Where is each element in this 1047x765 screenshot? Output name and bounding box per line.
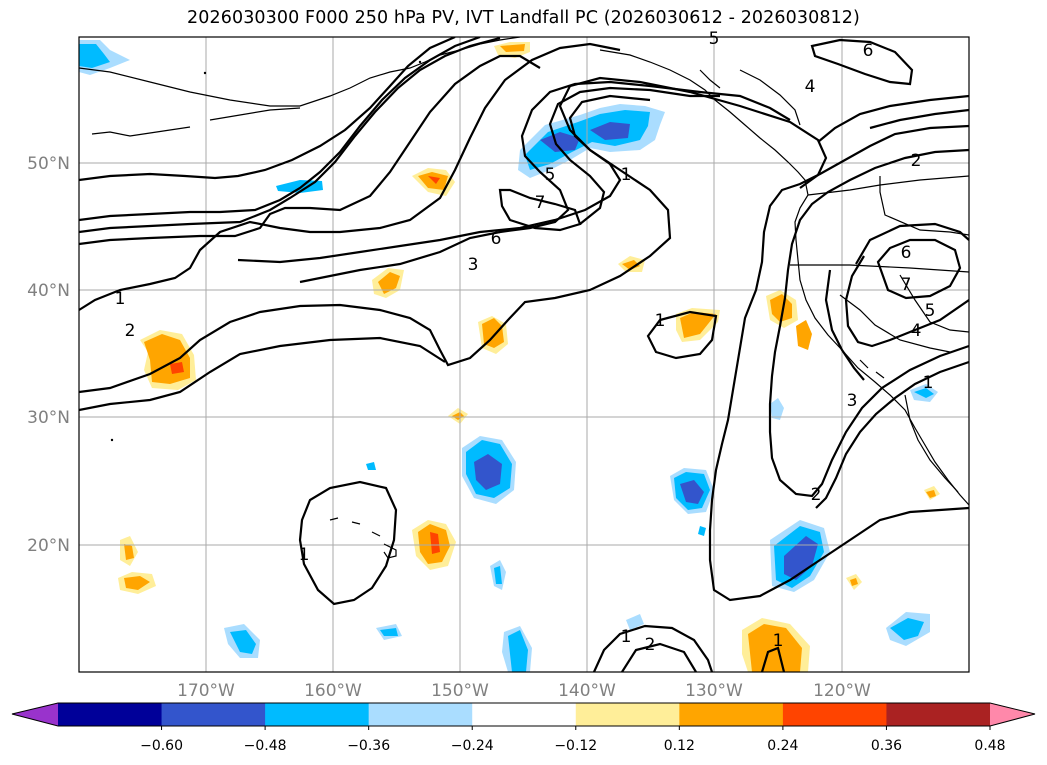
pv-blob-positive — [120, 536, 138, 566]
colorbar-tick-label: −0.24 — [451, 738, 494, 754]
contour-label: 6 — [491, 229, 502, 249]
contour-label: 4 — [805, 77, 816, 97]
lat-tick-label: 20°N — [27, 536, 70, 556]
colorbar-tick-label: −0.12 — [554, 738, 597, 754]
lon-tick-label: 170°W — [177, 681, 235, 701]
lat-axis-labels: 50°N 40°N 30°N 20°N — [27, 154, 70, 556]
pv-blob-positive — [372, 268, 404, 298]
colorbar-segment — [58, 703, 163, 726]
pv-blob-positive — [478, 316, 508, 354]
colorbar: −0.60 −0.48 −0.36 −0.24 −0.12 0.12 0.24 0.36 0.4… — [11, 702, 1036, 754]
pv-blob-negative — [79, 40, 130, 75]
pv-blob-positive — [924, 486, 940, 500]
lon-tick-label: 150°W — [431, 681, 489, 701]
contour-label: 1 — [299, 545, 310, 565]
contour-label: 5 — [709, 29, 720, 49]
contour-label: 1 — [115, 289, 126, 309]
contour-label: 1 — [621, 165, 632, 185]
colorbar-tick-label: −0.36 — [347, 738, 390, 754]
colorbar-segment — [575, 703, 680, 726]
contour-label: 7 — [901, 275, 912, 295]
contour-labels: 1 2 3 6 7 5 1 6 4 2 6 7 5 4 1 3 2 1 1 1 … — [115, 29, 936, 655]
lat-tick-label: 50°N — [27, 154, 70, 174]
pv-blob-negative — [366, 462, 376, 470]
colorbar-tick-label: 0.48 — [974, 738, 1005, 754]
colorbar-tick-label: 0.12 — [664, 738, 695, 754]
pv-blob-positive — [448, 408, 468, 424]
contour-label: 3 — [847, 391, 858, 411]
contour-label: 5 — [925, 301, 936, 321]
contour-label: 5 — [545, 165, 556, 185]
colorbar-segment — [472, 703, 577, 726]
lon-tick-label: 160°W — [304, 681, 362, 701]
colorbar-segment — [886, 703, 991, 726]
colorbar-extend-low — [12, 703, 58, 726]
pv-blob-negative — [770, 398, 784, 420]
pv-blob-negative — [490, 560, 506, 590]
pv-blob-positive — [618, 256, 645, 272]
lat-tick-label: 40°N — [27, 281, 70, 301]
pv-blob-negative — [462, 436, 516, 504]
contours — [79, 37, 969, 672]
map-title: 2026030300 F000 250 hPa PV, IVT Landfall… — [187, 8, 860, 28]
contour-label: 7 — [535, 193, 546, 213]
pv-blob-positive — [140, 330, 196, 390]
gridlines — [79, 37, 969, 672]
map-frame — [78, 36, 970, 673]
colorbar-tick-label: 0.36 — [871, 738, 902, 754]
lon-tick-label: 130°W — [685, 681, 743, 701]
lon-axis-labels: 170°W 160°W 150°W 140°W 130°W 120°W — [177, 681, 871, 701]
contour-label: 2 — [811, 485, 822, 505]
contour-label: 1 — [655, 311, 666, 331]
pv-blob-negative — [698, 526, 706, 536]
contour-label: 6 — [863, 41, 874, 61]
pv-blob-positive — [846, 574, 862, 590]
pv-blob-negative — [770, 520, 830, 592]
lat-tick-label: 30°N — [27, 408, 70, 428]
contour-label: 2 — [645, 635, 656, 655]
pv-blob-negative — [886, 612, 930, 646]
colorbar-segment — [368, 703, 473, 726]
colorbar-tick-label: −0.60 — [140, 738, 183, 754]
pv-blob-positive — [676, 308, 720, 342]
colorbar-extend-high — [990, 703, 1035, 726]
pv-blob-negative — [376, 624, 402, 640]
colorbar-segment — [265, 703, 370, 726]
colorbar-segment — [161, 703, 266, 726]
islands — [110, 60, 422, 442]
pv-blob-positive — [766, 290, 812, 350]
colorbar-tick-label: −0.48 — [244, 738, 287, 754]
pv-blob-negative — [910, 384, 938, 402]
colorbar-segment — [679, 703, 784, 726]
contour-label: 1 — [621, 627, 632, 647]
pv-blob-positive — [742, 618, 810, 672]
pv-blob-positive — [118, 572, 156, 594]
pv-blob-negative — [502, 626, 532, 672]
pv-blob-negative — [670, 468, 714, 514]
colorbar-segment — [782, 703, 887, 726]
contour-label: 3 — [468, 255, 479, 275]
contour-label: 6 — [901, 243, 912, 263]
pv-blob-positive — [494, 42, 530, 58]
pv-blob-negative — [518, 104, 665, 178]
pv-blob-negative — [224, 624, 260, 658]
lon-tick-label: 120°W — [813, 681, 871, 701]
colorbar-tick-label: 0.24 — [767, 738, 798, 754]
pv-blob-negative — [626, 614, 644, 630]
contour-label: 2 — [125, 321, 136, 341]
contour-label: 1 — [923, 373, 934, 393]
contour-label: 4 — [911, 321, 922, 341]
contour-label: 1 — [773, 631, 784, 651]
lon-tick-label: 140°W — [558, 681, 616, 701]
contour-label: 2 — [911, 151, 922, 171]
